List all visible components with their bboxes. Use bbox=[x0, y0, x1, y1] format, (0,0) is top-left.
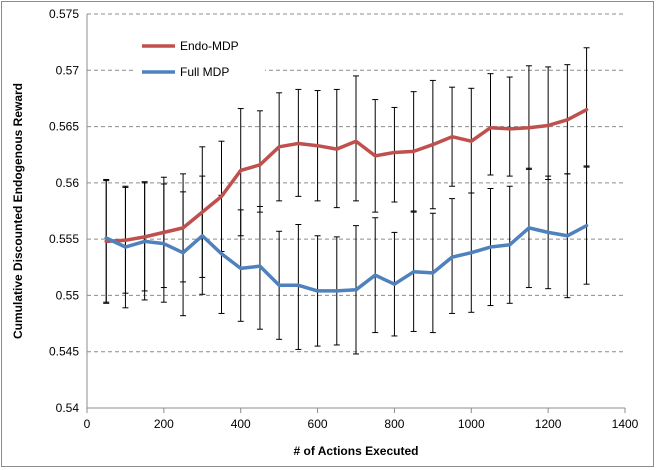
x-tick-label: 400 bbox=[231, 417, 251, 431]
x-tick-label: 200 bbox=[154, 417, 174, 431]
error-bars bbox=[103, 47, 590, 355]
y-tick-label: 0.54 bbox=[56, 401, 80, 415]
y-axis-title: Cumulative Discounted Endogenous Reward bbox=[11, 83, 25, 339]
y-tick-label: 0.555 bbox=[49, 232, 79, 246]
y-tick-label: 0.56 bbox=[56, 176, 80, 190]
y-tick-label: 0.55 bbox=[56, 288, 80, 302]
y-tick-label: 0.57 bbox=[56, 63, 80, 77]
series-lines bbox=[104, 107, 589, 293]
legend-box bbox=[135, 33, 265, 85]
legend: Endo-MDP Full MDP bbox=[135, 33, 265, 85]
x-tick-label: 0 bbox=[84, 417, 91, 431]
x-tick-label: 1400 bbox=[612, 417, 639, 431]
y-tick-label: 0.545 bbox=[49, 345, 79, 359]
x-tick-label: 600 bbox=[308, 417, 328, 431]
tick-labels: 0.54 0.545 0.55 0.555 0.56 0.565 0.57 0.575 0 200… bbox=[49, 7, 639, 431]
series-line-endo-mdp bbox=[104, 107, 589, 244]
y-tick-label: 0.565 bbox=[49, 120, 79, 134]
series-line-full-mdp bbox=[104, 223, 589, 293]
axes bbox=[86, 14, 626, 413]
x-tick-label: 800 bbox=[384, 417, 404, 431]
y-tick-label: 0.575 bbox=[49, 7, 79, 21]
legend-label-endo-mdp: Endo-MDP bbox=[180, 39, 239, 53]
x-tick-label: 1200 bbox=[535, 417, 562, 431]
legend-label-full-mdp: Full MDP bbox=[180, 65, 229, 79]
x-tick-label: 1000 bbox=[458, 417, 485, 431]
x-axis-title: # of Actions Executed bbox=[294, 444, 419, 458]
